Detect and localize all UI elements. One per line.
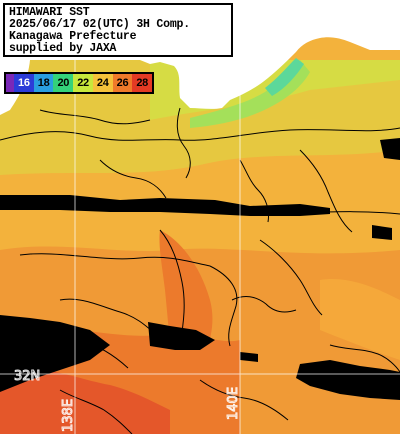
sst-cold-plume xyxy=(190,60,310,128)
legend-item-18: 18 xyxy=(33,74,54,92)
legend-label-16: 16 xyxy=(18,77,30,89)
legend-item-24: 24 xyxy=(92,74,113,92)
legend-label-24: 24 xyxy=(96,77,109,89)
legend-item-20: 20 xyxy=(53,74,74,92)
sst-coldest-plume xyxy=(265,58,304,96)
legend-lead-swatch xyxy=(6,74,14,92)
info-region: Kanagawa Prefecture xyxy=(9,30,137,43)
lon-label-138e: 138E xyxy=(61,399,76,432)
temperature-legend: 16 18 20 22 24 26 28 xyxy=(4,72,154,94)
legend-label-22: 22 xyxy=(77,77,89,89)
legend-label-20: 20 xyxy=(57,77,70,89)
lon-label-140e: 140E xyxy=(226,387,241,420)
map-info-box: HIMAWARI SST 2025/06/17 02(UTC) 3H Comp.… xyxy=(3,3,233,57)
legend-label-18: 18 xyxy=(37,77,50,89)
info-datetime: 2025/06/17 02(UTC) 3H Comp. xyxy=(9,18,190,31)
legend-item-26: 26 xyxy=(112,74,133,92)
lat-label-32n: 32N xyxy=(14,369,40,384)
legend-label-28: 28 xyxy=(136,77,148,89)
sst-east-patch xyxy=(320,279,400,360)
legend-item-16: 16 xyxy=(14,74,34,92)
legend-item-22: 22 xyxy=(73,74,93,92)
legend-label-26: 26 xyxy=(116,77,129,89)
cloud-mask xyxy=(0,138,400,400)
legend-item-28: 28 xyxy=(132,74,152,92)
info-title: HIMAWARI SST xyxy=(9,6,90,19)
info-credit: supplied by JAXA xyxy=(9,42,117,55)
